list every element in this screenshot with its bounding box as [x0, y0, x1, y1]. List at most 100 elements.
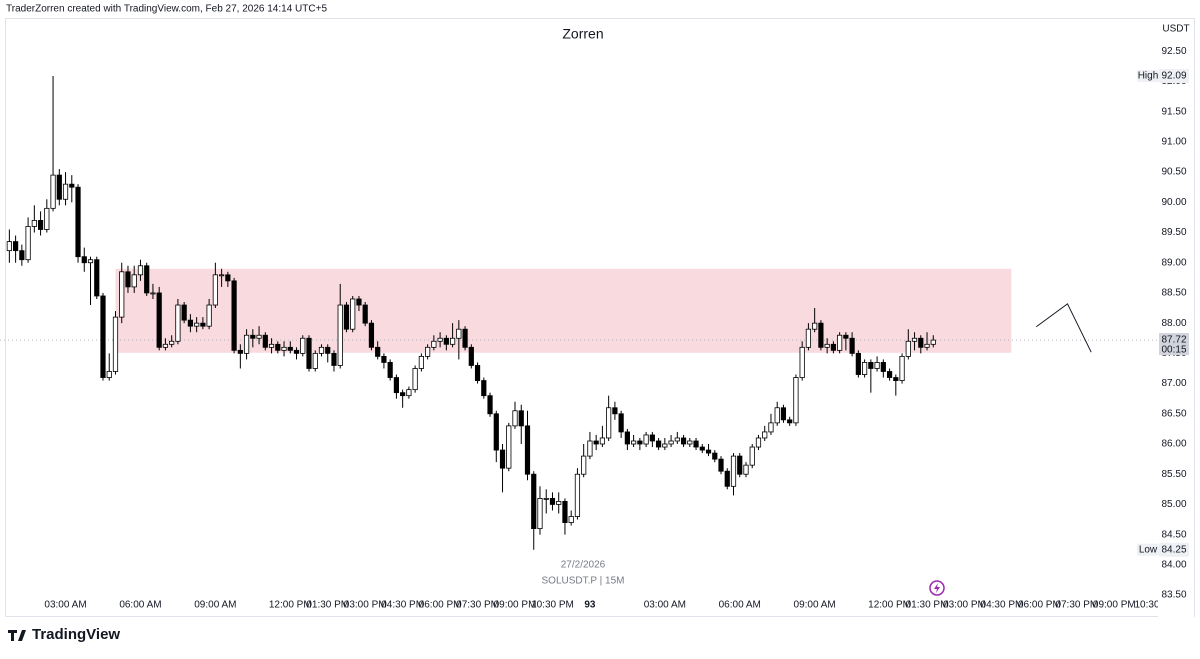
candle-body [818, 322, 824, 348]
candle-body [830, 343, 836, 351]
lightning-icon[interactable] [929, 580, 945, 596]
candle-body [543, 497, 549, 500]
y-tick-label: 85.50 [1161, 469, 1186, 480]
candle-body [200, 322, 206, 327]
y-tick-label: 84.50 [1161, 529, 1186, 540]
candle-body [549, 497, 556, 505]
x-tick-label: 10:30 P [1135, 600, 1170, 611]
candle-body [206, 304, 212, 327]
candle-body [849, 337, 855, 354]
candle-body [119, 271, 125, 318]
candle-body [112, 316, 119, 372]
candle-body [306, 337, 312, 369]
candle-body [144, 265, 150, 294]
brand-logo[interactable]: TradingView [8, 626, 120, 643]
candle-body [412, 368, 418, 391]
last-price: 87.72 [1161, 335, 1186, 346]
x-tick-label: 06:00 PM [1018, 600, 1061, 611]
candle-body [81, 256, 87, 264]
candle-body [886, 371, 893, 378]
candle-body [599, 437, 606, 445]
candle-body [843, 334, 849, 339]
x-tick-label: 06:00 AM [119, 600, 161, 611]
candle-body [387, 362, 393, 378]
chart-title: Zorren [562, 26, 603, 42]
candle-body [6, 241, 12, 252]
candle-body [568, 516, 574, 523]
candle-body [624, 431, 630, 445]
candle-body [237, 349, 243, 354]
candle-body [880, 362, 886, 372]
candle-body [231, 280, 237, 351]
header: TraderZorren created with TradingView.co… [6, 4, 327, 15]
candle-body [281, 346, 287, 351]
candle-body [368, 322, 375, 348]
high-value-bg [1159, 69, 1189, 84]
candle-body [737, 455, 743, 475]
candle-body [499, 449, 506, 469]
y-tick-label: 83.50 [1161, 590, 1186, 601]
candle-body [649, 434, 655, 442]
candle-body [418, 355, 424, 369]
candle-body [194, 322, 200, 327]
candle-body [400, 392, 406, 397]
x-tick-label: 03:00 PM [344, 600, 387, 611]
candle-body [861, 362, 868, 375]
candle-body [768, 422, 774, 433]
y-tick-label: 91.50 [1161, 106, 1186, 117]
candle-body [506, 425, 512, 469]
projection-line [1035, 303, 1092, 353]
candle-body [325, 346, 331, 354]
candle-body [393, 377, 400, 394]
logo-mark [8, 630, 26, 641]
candle-body [637, 440, 643, 445]
candle-body [69, 183, 75, 188]
low-tag: Low [1139, 544, 1158, 555]
candle-body [824, 343, 830, 348]
candle-body [837, 334, 843, 351]
y-tick-label: 90.50 [1161, 167, 1186, 178]
price-axis-panel [1158, 19, 1194, 617]
candle-body [106, 371, 112, 378]
candle-body [25, 226, 31, 261]
candle-body [556, 501, 562, 505]
candle-body [187, 319, 193, 327]
candle-body [425, 346, 431, 357]
y-tick-label: 91.00 [1161, 137, 1186, 148]
date-label: 27/2/2026 [561, 560, 606, 571]
candle-body [156, 292, 162, 348]
candle-body [687, 440, 693, 445]
candle-body [493, 413, 499, 451]
candle-body [699, 446, 705, 451]
y-tick-label: 88.00 [1161, 318, 1186, 329]
x-tick-label: 01:30 PM [306, 600, 349, 611]
candle-body [456, 328, 462, 339]
candle-body [150, 292, 156, 295]
candle-body [13, 241, 19, 252]
candle-body [612, 407, 618, 415]
price-axis: 92.5092.0091.5091.0090.5090.0089.5089.00… [1137, 19, 1194, 617]
candle-body [587, 440, 593, 457]
candle-body [275, 343, 281, 351]
candle-body [531, 473, 537, 530]
candle-body [474, 365, 481, 381]
y-tick-label: 89.50 [1161, 227, 1186, 238]
low-value: 84.25 [1161, 544, 1186, 555]
candle-body [87, 259, 94, 264]
icon-bolt [934, 583, 940, 593]
candle-body [318, 346, 325, 354]
candle-body [350, 298, 356, 330]
x-tick-label: 12:00 PM [868, 600, 911, 611]
candle-body [487, 395, 493, 415]
candle-body [343, 304, 350, 330]
candle-body [899, 355, 905, 381]
candle-body [562, 501, 568, 523]
x-tick-label: 03:00 AM [644, 600, 686, 611]
y-tick-label: 84.00 [1161, 560, 1186, 571]
y-tick-label: 88.50 [1161, 288, 1186, 299]
candle-body [618, 413, 624, 433]
candle-body [668, 440, 674, 445]
candle-body [62, 183, 69, 200]
